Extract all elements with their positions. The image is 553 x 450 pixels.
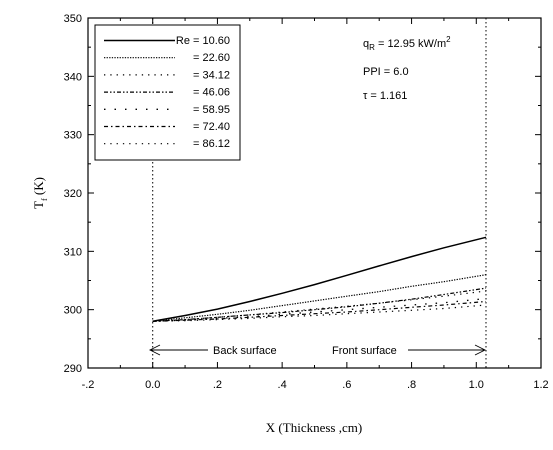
- series-line-7: [152, 304, 487, 322]
- y-tick-label: 300: [64, 305, 82, 317]
- x-tick-label: .4: [278, 379, 287, 391]
- legend-label-3: = 34.12: [193, 69, 230, 81]
- x-tick-label: .2: [213, 379, 222, 391]
- y-tick-label: 290: [64, 363, 82, 375]
- x-axis-label: X (Thickness ,cm): [266, 420, 362, 435]
- series-line-1: [152, 236, 487, 323]
- legend-label-7: = 86.12: [193, 138, 230, 150]
- legend-label-6: = 72.40: [193, 121, 230, 133]
- y-tick-label: 320: [64, 188, 82, 200]
- x-tick-label: 1.2: [533, 379, 548, 391]
- tau-annotation: τ = 1.161: [363, 90, 407, 102]
- axis-ticks: -.2 0.0 .2 .4 .6 .8 1.0 1.2 290 300 310 320 330 340 35…: [64, 13, 549, 391]
- y-tick-label: 310: [64, 246, 82, 258]
- back-surface-label: Back surface: [213, 345, 277, 357]
- qr-annotation: qR = 12.95 kW/m2: [363, 35, 451, 52]
- series-line-6: [152, 300, 487, 322]
- series-line-2: [152, 274, 487, 322]
- y-tick-label: 350: [64, 13, 82, 25]
- series-line-5: [152, 297, 487, 322]
- x-tick-label: .8: [407, 379, 416, 391]
- y-axis-label: Tf (K): [31, 177, 49, 209]
- x-tick-label: -.2: [82, 379, 95, 391]
- surface-arrows: Back surface Front surface: [148, 344, 487, 357]
- legend-label-4: = 46.06: [193, 87, 230, 99]
- legend: Re = 10.60 = 22.60 = 34.12 = 46.06 = 58.95 = …: [104, 35, 230, 150]
- x-tick-label: .6: [342, 379, 351, 391]
- back-surface-arrowhead: [148, 344, 161, 356]
- series-line-4: [152, 287, 487, 322]
- x-tick-label: 1.0: [469, 379, 484, 391]
- front-surface-arrowhead: [474, 344, 487, 356]
- front-surface-label: Front surface: [332, 345, 397, 357]
- y-tick-label: 330: [64, 130, 82, 142]
- ppi-annotation: PPI = 6.0: [363, 66, 409, 78]
- legend-label-1: Re = 10.60: [176, 35, 230, 47]
- legend-label-2: = 22.60: [193, 52, 230, 64]
- y-tick-label: 340: [64, 71, 82, 83]
- legend-label-5: = 58.95: [193, 104, 230, 116]
- x-tick-label: 0.0: [145, 379, 160, 391]
- series-lines: [152, 236, 487, 323]
